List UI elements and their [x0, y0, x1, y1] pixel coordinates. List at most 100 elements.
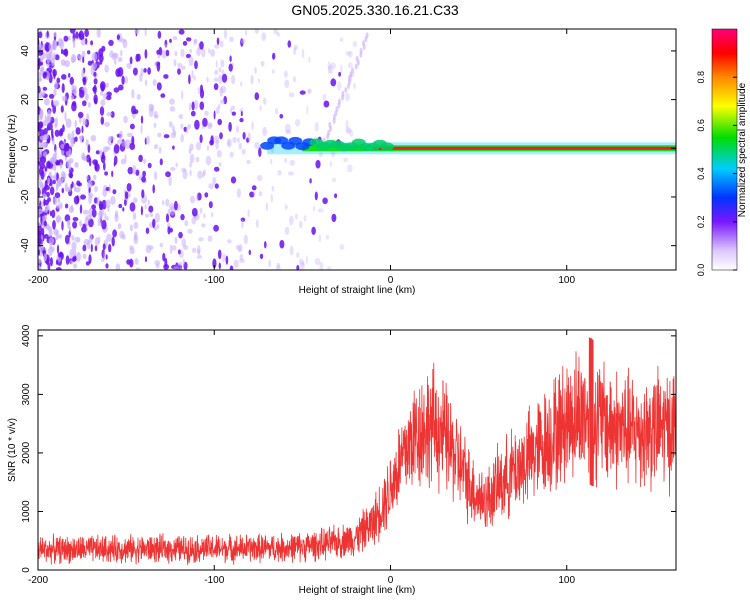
noise-blob [152, 218, 156, 229]
noise-blob [159, 158, 163, 166]
noise-blob [272, 69, 275, 74]
colorbar-tick-label: 0.4 [696, 167, 706, 180]
noise-blob [81, 226, 87, 233]
noise-blob [103, 161, 106, 171]
noise-blob [156, 224, 160, 229]
noise-blob [38, 44, 43, 52]
chart-title: GN05.2025.330.16.21.C33 [291, 2, 459, 18]
noise-blob [255, 219, 259, 229]
noise-blob [56, 77, 61, 84]
noise-blob [126, 183, 132, 192]
noise-blob [87, 50, 91, 55]
noise-blob [315, 159, 321, 169]
plot2-ytick-label: 3000 [21, 383, 32, 406]
noise-blob [73, 263, 77, 269]
noise-blob [91, 204, 96, 210]
noise-blob [173, 59, 177, 67]
noise-blob [113, 87, 120, 93]
noise-blob [48, 229, 53, 237]
noise-blob [153, 226, 157, 231]
noise-blob [103, 251, 106, 260]
noise-blob [118, 84, 124, 91]
noise-blob [135, 53, 139, 63]
noise-blob [243, 234, 248, 245]
noise-blob [82, 56, 85, 64]
noise-blob [219, 87, 224, 97]
noise-blob [156, 82, 162, 91]
noise-blob [218, 74, 223, 84]
noise-blob [302, 261, 305, 267]
noise-blob [41, 66, 45, 74]
noise-blob [232, 136, 237, 144]
noise-blob [79, 220, 83, 227]
noise-blob [251, 121, 254, 131]
noise-blob [207, 235, 213, 242]
noise-blob [168, 176, 172, 187]
plot2-ylabel: SNR (10 * v/v) [7, 418, 18, 482]
noise-blob [50, 175, 57, 180]
noise-blob [73, 249, 77, 257]
noise-blob [301, 48, 305, 59]
noise-blob [259, 105, 262, 111]
noise-blob [51, 99, 54, 108]
noise-blob [259, 253, 264, 259]
noise-blob [352, 82, 357, 90]
noise-blob [43, 253, 47, 262]
noise-blob [214, 44, 220, 49]
noise-blob [93, 84, 97, 95]
noise-blob [158, 46, 163, 56]
noise-blob [82, 76, 87, 86]
noise-blob [218, 67, 222, 73]
noise-blob [355, 55, 359, 62]
noise-blob [217, 118, 222, 126]
noise-blob [276, 264, 281, 270]
noise-blob [102, 188, 108, 197]
noise-blob [104, 171, 108, 176]
noise-blob [160, 93, 166, 98]
noise-blob [185, 53, 191, 59]
noise-blob [46, 58, 50, 64]
noise-blob [87, 180, 93, 189]
noise-blob [82, 100, 87, 107]
noise-blob [178, 113, 184, 120]
noise-blob [171, 125, 176, 132]
noise-blob [246, 137, 250, 143]
noise-blob [124, 75, 128, 84]
noise-blob [359, 47, 363, 54]
noise-blob [44, 133, 49, 140]
noise-blob [240, 111, 243, 117]
noise-blob [42, 52, 46, 60]
noise-blob [212, 258, 217, 269]
noise-blob [202, 169, 206, 176]
noise-blob [52, 220, 56, 230]
noise-blob [46, 30, 49, 38]
noise-blob [207, 122, 213, 130]
noise-blob [218, 262, 221, 270]
noise-blob [268, 259, 272, 268]
noise-blob [327, 65, 331, 74]
noise-blob [48, 93, 55, 99]
noise-blob [58, 39, 65, 49]
noise-blob [56, 184, 59, 190]
noise-blob [338, 98, 341, 105]
noise-blob [43, 220, 48, 227]
noise-blob [88, 187, 91, 194]
noise-blob [195, 156, 200, 163]
noise-blob [44, 142, 48, 148]
noise-blob [167, 208, 170, 216]
noise-blob [162, 200, 165, 206]
noise-blob [85, 139, 89, 147]
noise-blob [305, 255, 308, 265]
noise-blob [71, 241, 77, 251]
noise-blob [215, 139, 219, 150]
noise-blob [329, 161, 332, 167]
noise-blob [112, 189, 117, 195]
noise-blob [257, 78, 260, 83]
noise-blob [53, 70, 56, 80]
noise-blob [44, 166, 48, 172]
noise-blob [38, 71, 42, 82]
noise-blob [61, 187, 65, 194]
noise-blob [124, 154, 127, 165]
noise-blob [74, 186, 81, 193]
noise-blob [39, 108, 44, 118]
